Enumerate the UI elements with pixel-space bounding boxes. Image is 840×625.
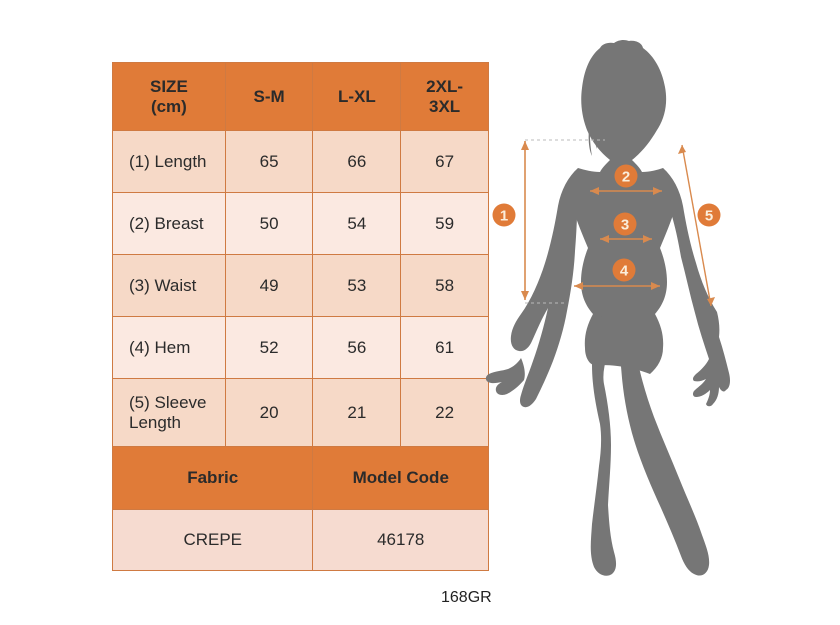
svg-text:1: 1: [500, 208, 508, 225]
svg-text:5: 5: [705, 208, 713, 225]
svg-text:2: 2: [622, 169, 630, 186]
svg-text:4: 4: [620, 263, 629, 280]
svg-text:3: 3: [621, 217, 629, 234]
